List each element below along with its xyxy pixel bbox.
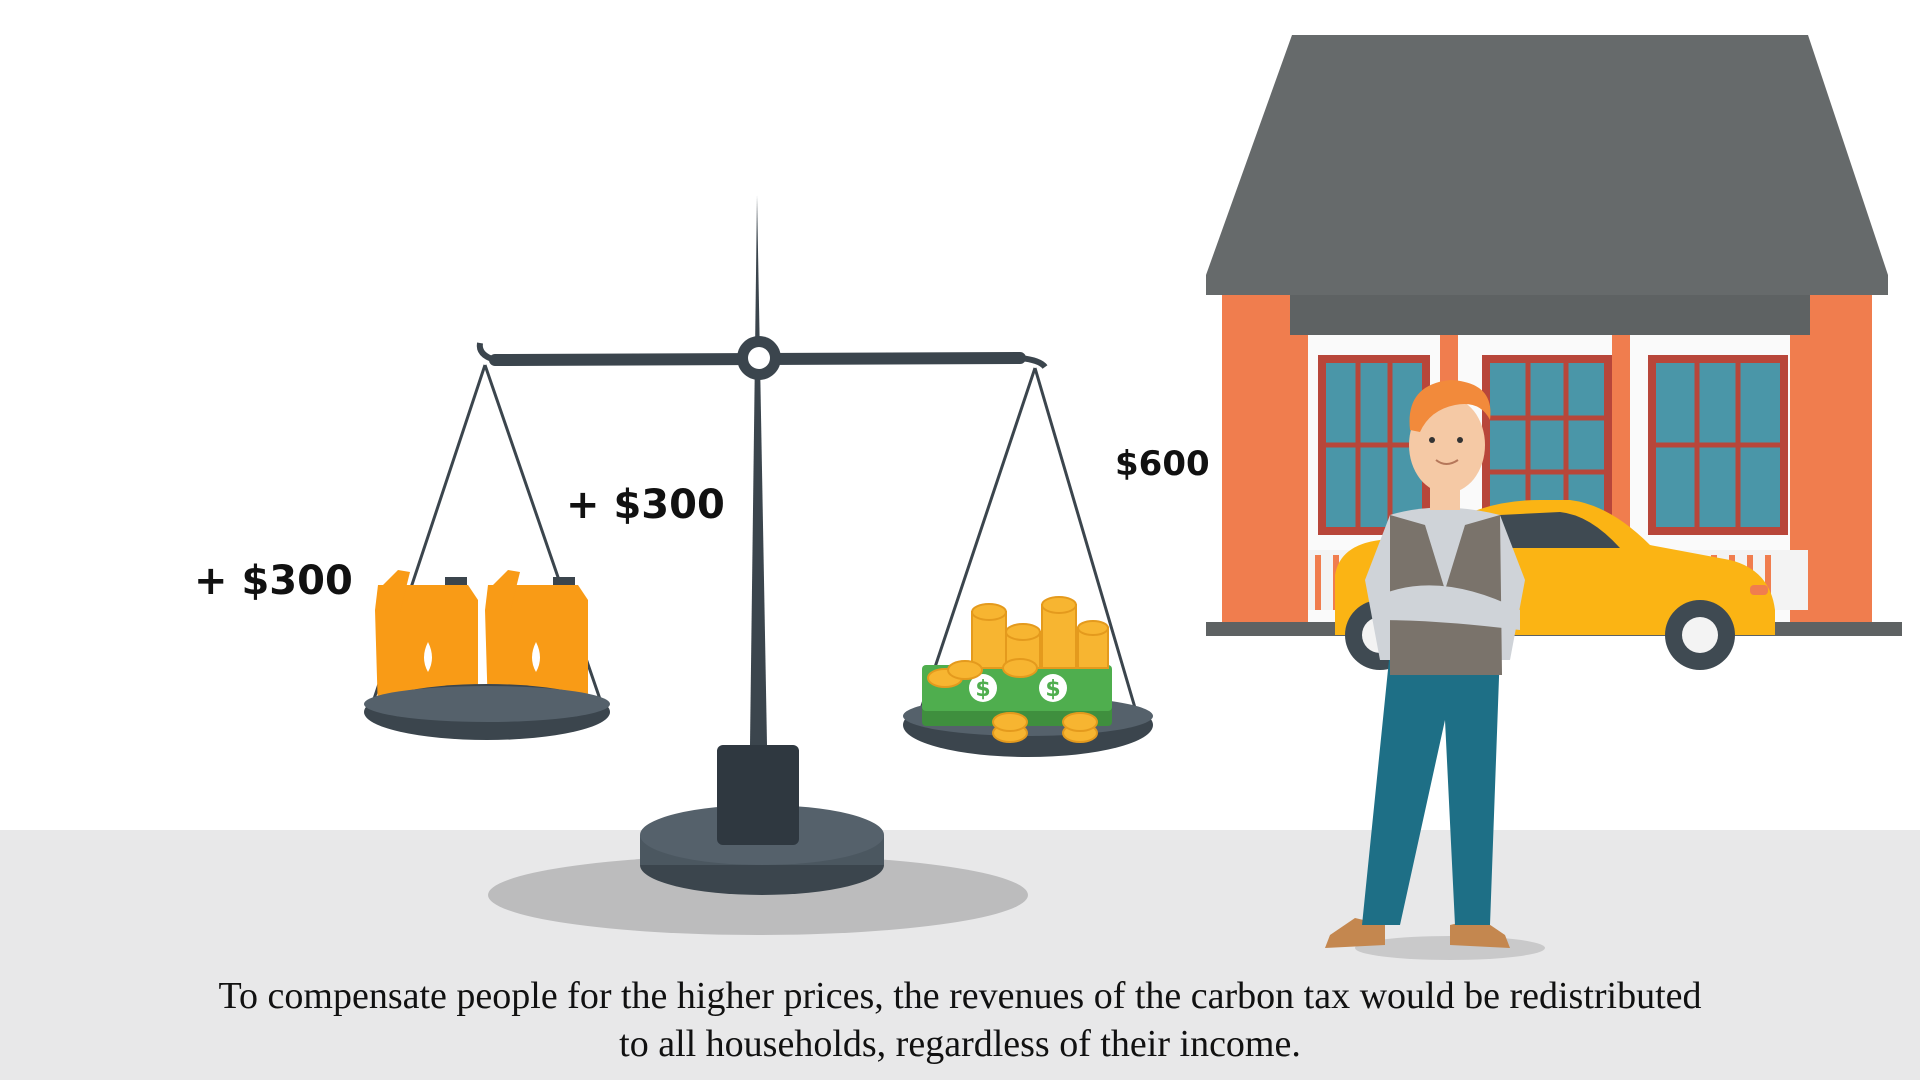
coin-stacks-icon (927, 596, 1109, 743)
scale-shadow (488, 855, 1028, 935)
subtitle-caption: To compensate people for the higher pric… (0, 972, 1920, 1068)
fuel-canister-icon (375, 570, 478, 712)
fuel-canister-icon (485, 570, 588, 712)
caption-line-1: To compensate people for the higher pric… (218, 975, 1702, 1017)
svg-text:$: $ (1045, 677, 1060, 702)
right-pan: $ $ (903, 596, 1153, 757)
window-right (1648, 355, 1788, 535)
left-pan (364, 570, 610, 740)
balance-scale (370, 195, 1140, 895)
household-amount-label: $600 (1115, 444, 1210, 484)
left-pan-amount-label: + $300 (194, 558, 353, 604)
man-illustration (1325, 380, 1545, 960)
caption-line-2: to all households, regardless of their i… (619, 1023, 1301, 1065)
roof (1206, 35, 1888, 295)
svg-text:$: $ (975, 677, 990, 702)
middle-amount-label: + $300 (566, 482, 725, 528)
